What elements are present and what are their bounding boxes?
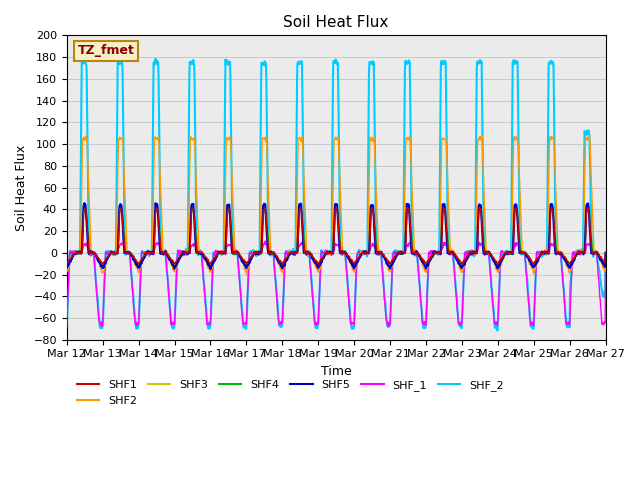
SHF_1 [261, 238, 269, 244]
Y-axis label: Soil Heat Flux: Soil Heat Flux [15, 144, 28, 231]
Title: Soil Heat Flux: Soil Heat Flux [284, 15, 389, 30]
SHF1 [403, 205, 411, 211]
SHF4 [490, 258, 498, 264]
SHF5 [244, 263, 252, 268]
SHF_1 [63, 324, 70, 330]
SHF4 [63, 265, 70, 271]
SHF3 [602, 251, 609, 256]
SHF_2 [63, 324, 70, 329]
SHF2 [491, 261, 499, 266]
SHF_1 [170, 321, 177, 327]
SHF3 [63, 264, 70, 270]
SHF5 [420, 262, 428, 267]
Line: SHF5: SHF5 [67, 203, 605, 269]
Legend: SHF1, SHF2, SHF3, SHF4, SHF5, SHF_1, SHF_2: SHF1, SHF2, SHF3, SHF4, SHF5, SHF_1, SHF… [72, 376, 508, 410]
SHF_2 [243, 300, 251, 306]
SHF4 [183, 251, 191, 256]
SHF1 [538, 250, 546, 255]
SHF3 [490, 257, 498, 263]
SHF_1 [538, 250, 546, 255]
SHF_2 [420, 322, 428, 328]
SHF_2 [490, 317, 498, 323]
SHF5 [183, 251, 191, 256]
SHF2 [602, 250, 609, 256]
SHF4 [170, 262, 177, 268]
SHF4 [420, 260, 428, 265]
SHF5 [63, 265, 70, 271]
SHF3 [183, 249, 191, 255]
SHF_1 [420, 322, 428, 327]
Line: SHF1: SHF1 [67, 208, 605, 264]
Text: TZ_fmet: TZ_fmet [77, 45, 134, 58]
SHF5 [602, 250, 609, 255]
SHF5 [170, 264, 178, 270]
SHF1 [420, 258, 428, 264]
SHF2 [170, 268, 178, 274]
SHF5 [538, 249, 546, 255]
SHF_2 [170, 325, 178, 331]
SHF1 [183, 250, 191, 256]
SHF1 [63, 261, 70, 266]
SHF_2 [183, 252, 191, 257]
SHF1 [490, 256, 498, 262]
Line: SHF2: SHF2 [67, 136, 605, 274]
SHF3 [170, 262, 177, 267]
SHF_1 [243, 308, 251, 314]
SHF2 [82, 133, 90, 139]
SHF2 [183, 249, 191, 255]
SHF3 [538, 250, 546, 256]
SHF2 [538, 251, 546, 256]
SHF4 [512, 205, 520, 211]
SHF_1 [602, 250, 609, 255]
SHF_2 [602, 251, 609, 256]
SHF1 [170, 260, 177, 266]
SHF4 [243, 263, 251, 268]
SHF3 [189, 207, 197, 213]
SHF5 [491, 259, 499, 265]
SHF2 [420, 267, 428, 273]
SHF_1 [490, 321, 498, 326]
SHF1 [243, 261, 251, 266]
SHF_2 [538, 248, 546, 254]
SHF1 [494, 262, 502, 267]
Line: SHF4: SHF4 [67, 208, 605, 268]
SHF2 [243, 271, 250, 277]
SHF1 [602, 250, 609, 255]
SHF3 [243, 262, 251, 267]
SHF_2 [493, 328, 501, 334]
SHF4 [602, 252, 609, 257]
SHF2 [244, 266, 252, 272]
SHF_2 [152, 56, 159, 61]
SHF_1 [183, 250, 191, 255]
SHF2 [63, 269, 70, 275]
X-axis label: Time: Time [321, 365, 351, 378]
Line: SHF_2: SHF_2 [67, 59, 605, 331]
SHF3 [420, 260, 428, 265]
SHF5 [81, 200, 88, 206]
SHF4 [538, 250, 546, 256]
SHF5 [207, 266, 214, 272]
Line: SHF3: SHF3 [67, 210, 605, 267]
Line: SHF_1: SHF_1 [67, 241, 605, 327]
